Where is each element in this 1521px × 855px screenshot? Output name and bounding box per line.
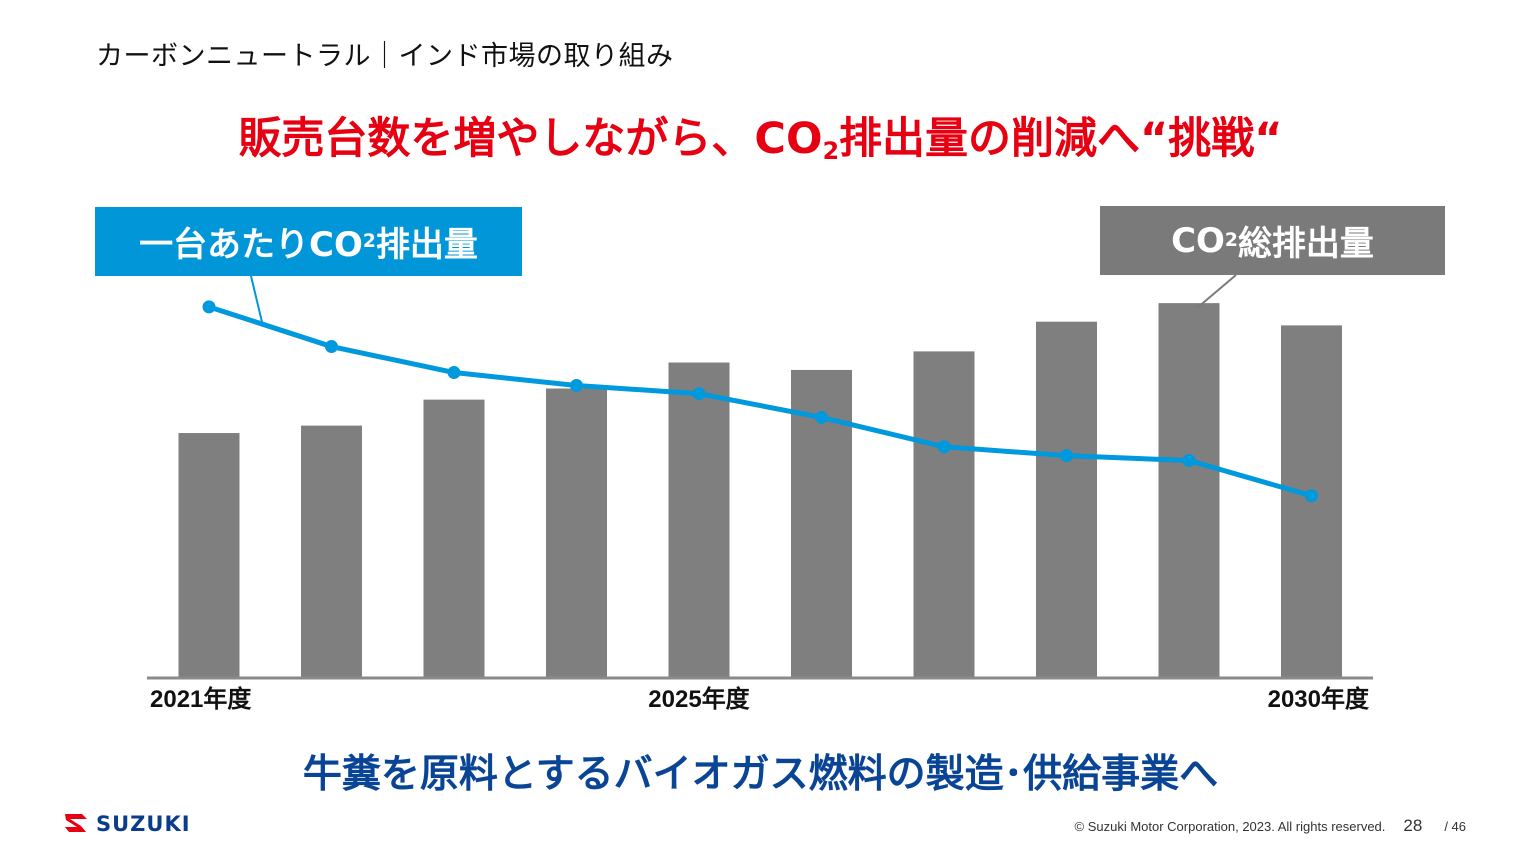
headline-text-after: 排出量の削減へ“挑戦“ [839,114,1283,164]
intensity-point [570,379,583,393]
x-tick-label: 2025年度 [648,685,750,713]
intensity-point [815,410,828,424]
intensity-series-line [208,304,1313,499]
intensity-point [202,300,216,314]
intensity-callout-line [250,275,263,323]
total-series-label: CO 2 総排出量 [1100,206,1445,275]
bar-total-emission [178,433,240,678]
total-label-after: 総排出量 [1237,224,1374,264]
tick-layer: 2021年度 2025年度 2030年度 [150,685,1370,713]
logo-text: SUZUKI [96,812,191,836]
total-callout-line [1196,274,1237,309]
intensity-point [1305,489,1318,503]
headline: 販売台数を増やしながら、CO2排出量の削減へ“挑戦“ [0,104,1521,166]
bar-total-emission [1158,303,1220,678]
total-label-before: CO [1171,220,1225,261]
bar-total-emission [301,425,362,678]
intensity-label-after: 排出量 [375,225,478,265]
intensity-point [692,387,706,401]
line-layer [202,300,1318,503]
page-total: / 46 [1444,819,1466,834]
intensity-point [447,366,461,380]
bar-total-emission [423,399,485,678]
bottom-message: 牛糞を原料とするバイオガス燃料の製造･供給事業へ [302,752,1219,797]
headline-subscript: 2 [822,136,840,165]
suzuki-logo: SUZUKI [62,810,191,838]
intensity-point [1060,449,1073,463]
intensity-label-before: 一台あたりCO [139,225,363,265]
page-number: 28 [1403,816,1423,835]
copyright: © Suzuki Motor Corporation, 2023. All ri… [1074,819,1386,834]
bars-layer [178,303,1342,678]
x-tick-label: 2021年度 [150,685,252,713]
bar-total-emission [668,362,730,678]
intensity-point [1182,454,1196,468]
intensity-series-label: 一台あたりCO 2 排出量 [95,207,522,276]
intensity-point [325,340,338,354]
footer: © Suzuki Motor Corporation, 2023. All ri… [1075,816,1467,836]
headline-text-before: 販売台数を増やしながら、CO [238,114,823,164]
suzuki-s-mark-icon [65,814,87,832]
bar-total-emission [1036,321,1097,678]
bar-total-emission [546,388,607,678]
x-tick-label: 2030年度 [1268,685,1370,713]
section-title: カーボンニュートラル｜インド市場の取り組み [96,41,674,72]
bar-total-emission [913,351,975,678]
intensity-point [937,440,951,454]
